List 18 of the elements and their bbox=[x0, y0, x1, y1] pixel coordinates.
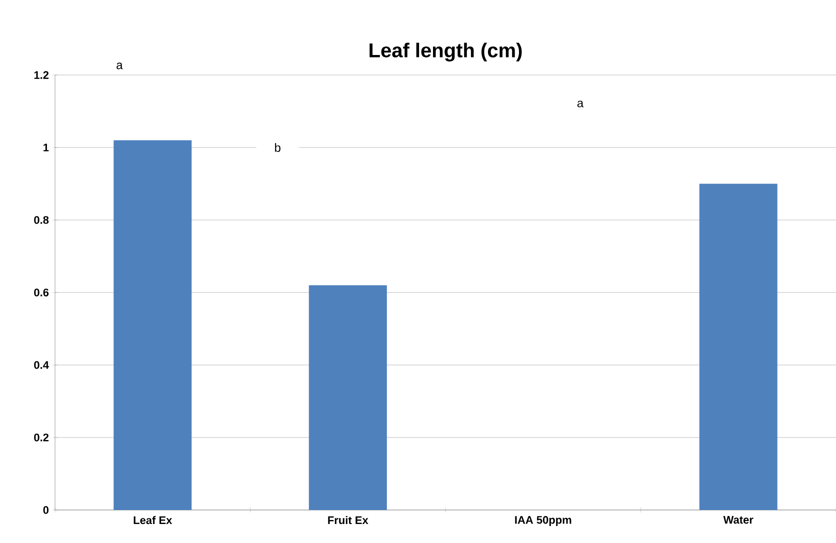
y-tick-label: 0.6 bbox=[34, 288, 49, 296]
y-tick-label: 0.4 bbox=[34, 361, 49, 369]
y-tick-label: 1.2 bbox=[34, 71, 49, 79]
y-tick-label: 1 bbox=[44, 144, 49, 152]
text: a bbox=[116, 62, 123, 70]
annotation: a bbox=[577, 100, 584, 108]
bar bbox=[308, 285, 387, 510]
y-tick-label: 0.8 bbox=[34, 216, 49, 224]
annotation: b bbox=[275, 143, 280, 152]
y-tick-label: 0 bbox=[43, 506, 49, 514]
chart-title: Leaf length (cm) bbox=[370, 42, 522, 62]
x-tick-label: IAA 50ppm bbox=[515, 516, 572, 526]
bar bbox=[114, 140, 192, 510]
bar bbox=[699, 184, 778, 510]
x-tick-label: Water bbox=[723, 516, 754, 524]
y-tick-label: 0.2 bbox=[34, 434, 49, 442]
x-tick-label: Fruit Ex bbox=[328, 516, 368, 524]
x-tick-label: Leaf Ex bbox=[134, 516, 172, 524]
